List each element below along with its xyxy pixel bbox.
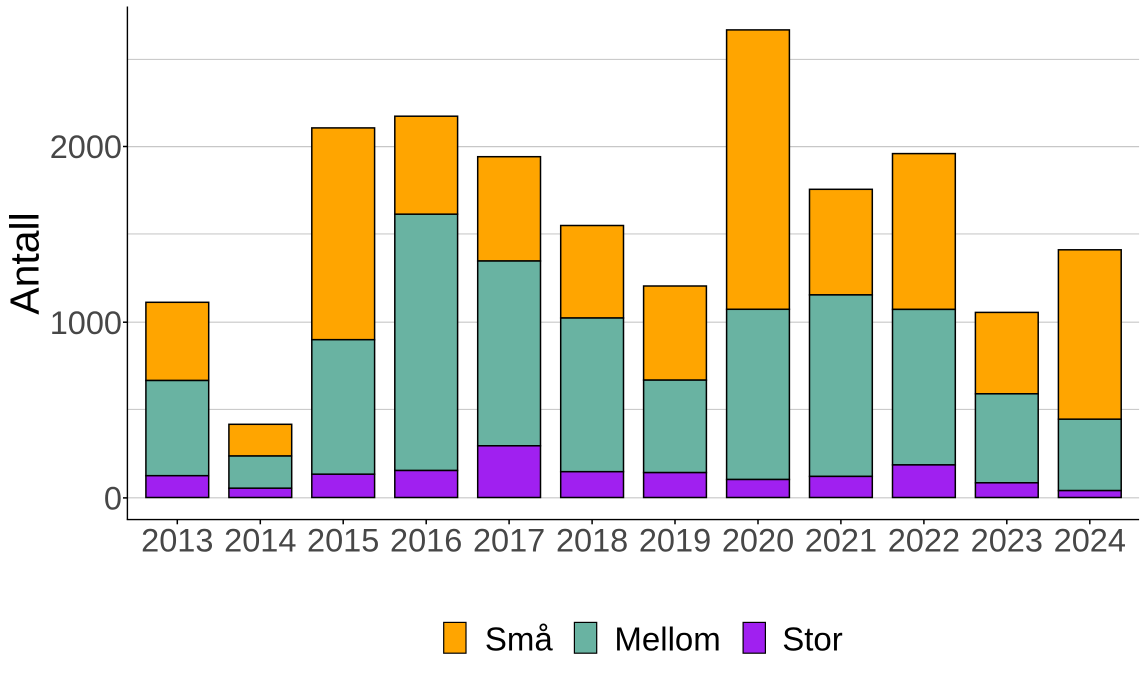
svg-text:2022: 2022 [888, 523, 960, 559]
svg-text:Antall: Antall [2, 212, 48, 315]
svg-text:2016: 2016 [390, 523, 462, 559]
svg-text:2013: 2013 [141, 523, 213, 559]
svg-text:Mellom: Mellom [614, 621, 720, 658]
svg-text:2014: 2014 [224, 523, 296, 559]
svg-text:Små: Små [485, 621, 554, 658]
svg-text:2000: 2000 [50, 129, 122, 165]
svg-text:2023: 2023 [971, 523, 1043, 559]
svg-text:2020: 2020 [722, 523, 794, 559]
svg-text:2019: 2019 [639, 523, 711, 559]
svg-text:0: 0 [104, 481, 122, 517]
svg-text:Stor: Stor [782, 621, 843, 658]
svg-text:1000: 1000 [50, 305, 122, 341]
svg-text:2018: 2018 [556, 523, 628, 559]
svg-text:2015: 2015 [307, 523, 379, 559]
svg-text:2017: 2017 [473, 523, 545, 559]
svg-text:2021: 2021 [805, 523, 877, 559]
svg-text:2024: 2024 [1054, 523, 1126, 559]
